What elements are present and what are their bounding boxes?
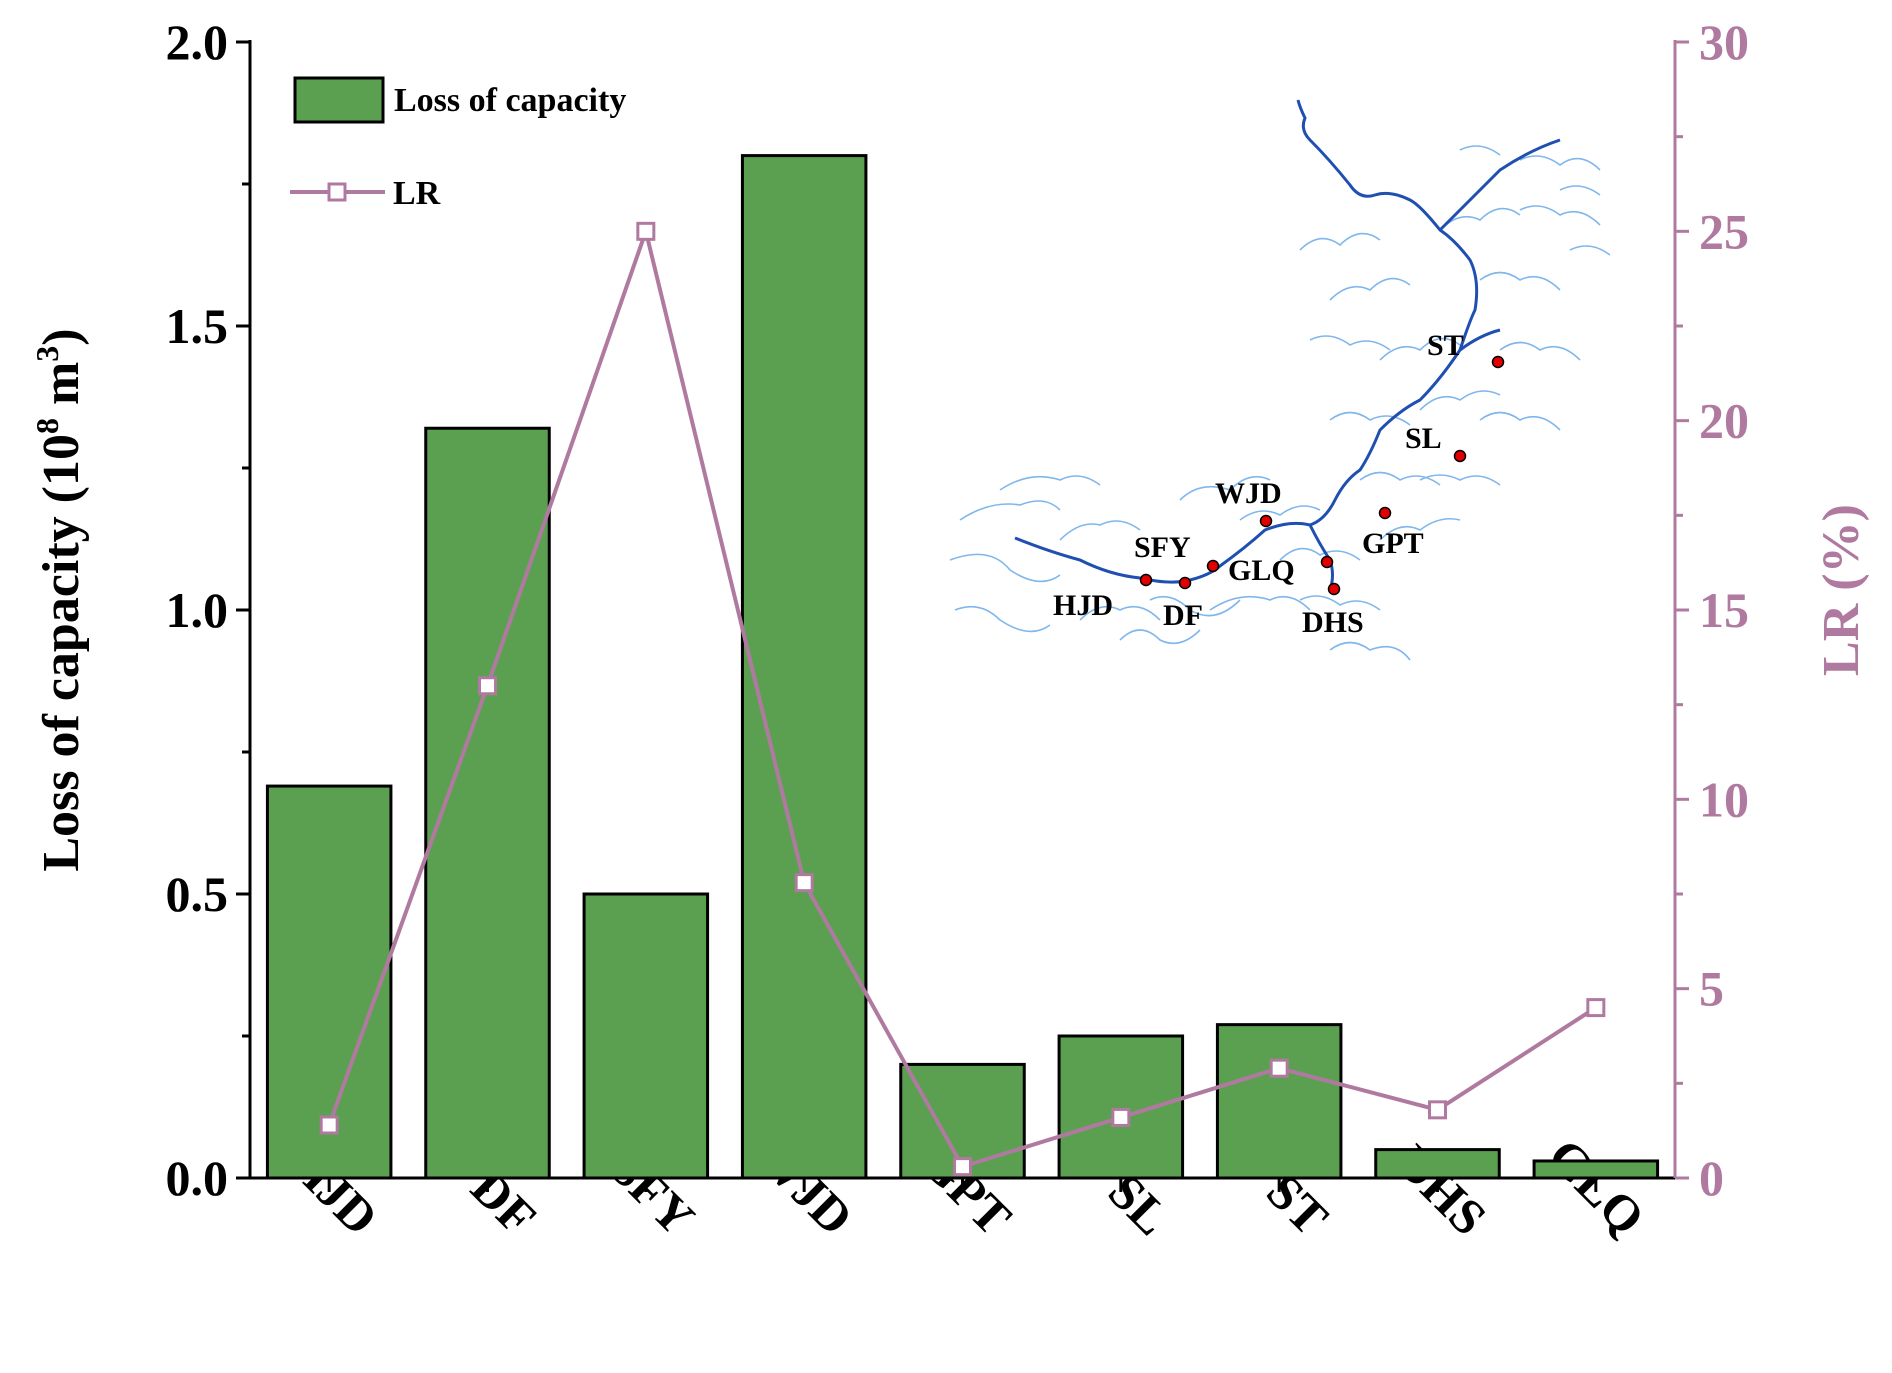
station-marker-gpt <box>1378 506 1392 520</box>
y2-tick-label: 15 <box>1699 582 1749 638</box>
map-label-wjd: WJD <box>1215 477 1282 510</box>
y-tick-label: 0.5 <box>166 866 229 922</box>
lr-series <box>319 221 1606 1177</box>
y2-axis-title: LR (%) <box>1813 504 1870 676</box>
y2-tick-label: 25 <box>1699 203 1749 259</box>
bar-sfy <box>582 892 710 1180</box>
map-label-glq: GLQ <box>1228 554 1295 587</box>
lr-point-st <box>1269 1058 1289 1078</box>
lr-point-sfy <box>636 221 656 241</box>
station-marker-dhs-upper <box>1320 555 1334 569</box>
lr-point-gpt <box>953 1157 972 1177</box>
map-label-sl: SL <box>1405 422 1442 455</box>
y-tick-label: 1.0 <box>166 582 229 638</box>
y2-tick-label: 30 <box>1699 14 1749 70</box>
bar-hjd <box>265 784 393 1180</box>
y-tick-label: 2.0 <box>166 14 229 70</box>
station-marker-df <box>1178 576 1192 590</box>
y-tick-label: 1.5 <box>166 298 229 354</box>
inset-map-stations <box>1139 355 1505 596</box>
bars <box>265 154 1660 1180</box>
bar-dhs <box>1374 1148 1501 1180</box>
y2-tick-label: 10 <box>1699 771 1749 827</box>
bar-df <box>424 426 551 1180</box>
bar-glq <box>1532 1159 1660 1180</box>
legend-line-label: LR <box>393 175 441 212</box>
lr-point-sl <box>1111 1107 1131 1127</box>
y-axis-title: Loss of capacity (108 m3) <box>29 328 90 871</box>
legend: Loss of capacity LR <box>290 76 626 212</box>
map-label-gpt: GPT <box>1362 527 1424 560</box>
lr-point-dhs <box>1428 1100 1447 1120</box>
bar-st <box>1215 1023 1343 1180</box>
lr-point-glq <box>1586 998 1606 1018</box>
legend-bar-label: Loss of capacity <box>394 82 626 119</box>
y2-tick-label: 5 <box>1699 961 1724 1017</box>
station-marker-wjd <box>1259 514 1273 528</box>
inset-map-tributaries <box>949 145 1611 661</box>
x-tick-label-glq: GLQ <box>1537 1128 1655 1246</box>
map-label-dhs: DHS <box>1302 606 1364 639</box>
y2-tick-label: 20 <box>1699 393 1749 449</box>
map-label-df: DF <box>1163 599 1203 632</box>
legend-bar-swatch <box>293 76 385 124</box>
map-label-st: ST <box>1427 329 1464 362</box>
station-marker-sl <box>1453 449 1467 463</box>
bar-sl <box>1057 1034 1185 1180</box>
y2-tick-label: 0 <box>1699 1150 1724 1206</box>
inset-map: HJD DF SFY GLQ WJD DHS GPT SL ST <box>949 99 1611 661</box>
y-tick-label: 0.0 <box>166 1150 229 1206</box>
lr-point-wjd <box>794 873 814 893</box>
bar-wjd <box>740 154 868 1180</box>
map-label-sfy: SFY <box>1134 531 1191 564</box>
station-marker-st <box>1491 355 1505 369</box>
station-marker-glq <box>1206 559 1220 573</box>
legend-line-marker <box>327 182 347 202</box>
station-marker-dhs <box>1327 582 1341 596</box>
lr-point-hjd <box>319 1115 339 1135</box>
lr-point-df <box>478 676 497 696</box>
inset-map-mainstem <box>1014 99 1561 591</box>
map-label-hjd: HJD <box>1053 589 1113 622</box>
station-marker-hjd <box>1139 573 1153 587</box>
